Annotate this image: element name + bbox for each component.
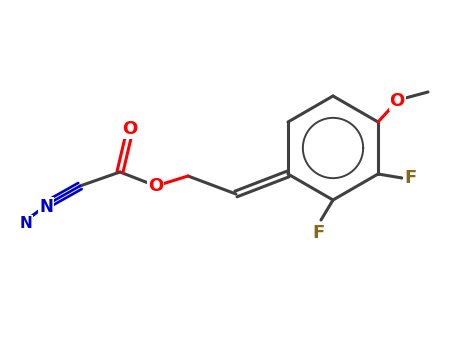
Text: O: O xyxy=(148,177,164,195)
Text: N: N xyxy=(20,216,32,231)
Text: O: O xyxy=(122,120,137,138)
Text: N: N xyxy=(39,198,53,216)
Text: F: F xyxy=(312,224,324,242)
Text: F: F xyxy=(404,169,416,187)
Text: O: O xyxy=(389,92,404,110)
